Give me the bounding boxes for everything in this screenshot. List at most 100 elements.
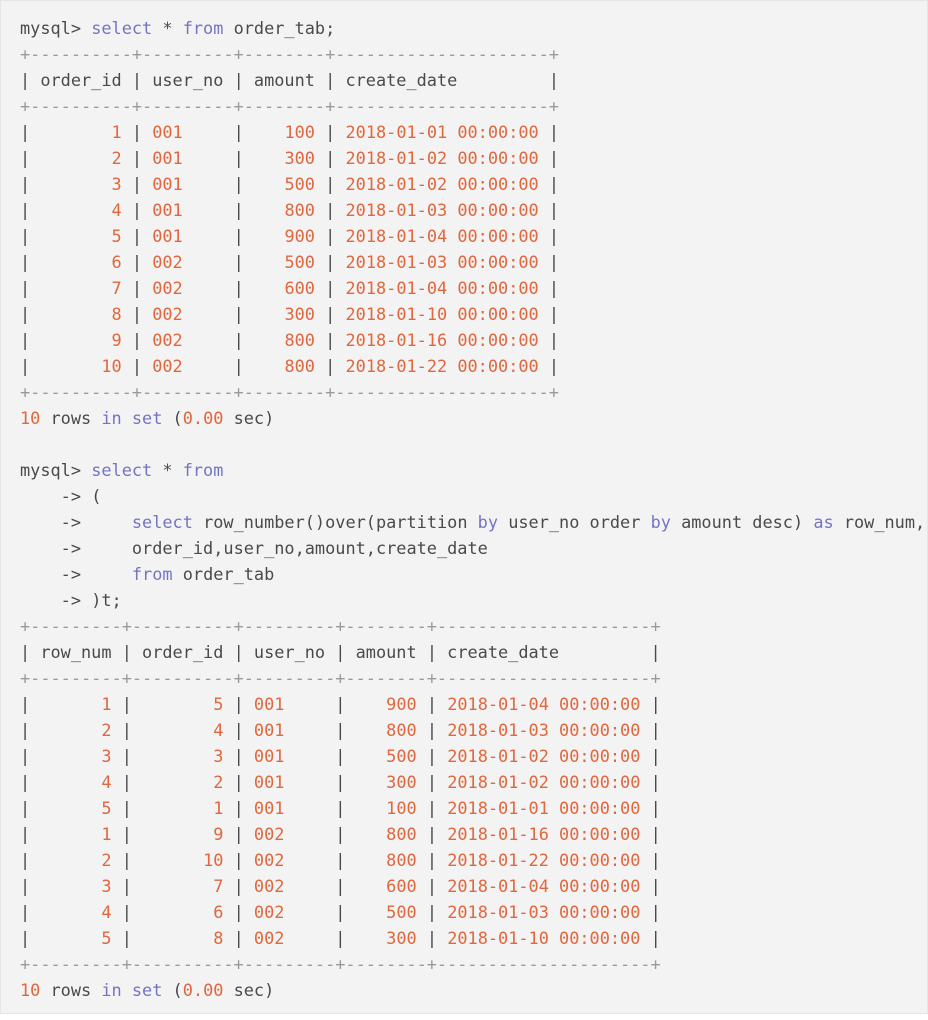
cell-separator: |: [131, 148, 143, 168]
cell-separator: |: [233, 278, 244, 298]
column-header-order-id: order_id: [30, 70, 132, 90]
summary-keyword: in: [101, 408, 122, 428]
cell-order-id: 6: [213, 902, 224, 922]
cell-row-num: 3: [101, 876, 112, 896]
column-header-amount: amount: [345, 642, 427, 662]
cell-separator: |: [20, 252, 31, 272]
cell-separator: |: [650, 772, 661, 792]
table-row: | 9 | 002 | 800 | 2018-01-16 00:00:00 |: [20, 327, 925, 353]
cell-user-no: 001: [152, 122, 183, 142]
sql-text: [91, 564, 132, 584]
column-header-amount: amount: [243, 70, 326, 90]
cell-separator: |: [325, 304, 336, 324]
cell-separator: |: [20, 200, 31, 220]
cell-separator: |: [20, 694, 31, 714]
elapsed-time: 0.00: [182, 980, 224, 1000]
cell-separator: |: [233, 876, 244, 896]
cell-separator: |: [233, 356, 244, 376]
table-row: | 8 | 002 | 300 | 2018-01-10 00:00:00 |: [20, 301, 925, 327]
cell-separator: |: [335, 642, 346, 662]
table-row: | 5 | 001 | 900 | 2018-01-04 00:00:00 |: [20, 223, 925, 249]
cell-separator: |: [121, 798, 132, 818]
sql-text: amount: [681, 512, 743, 532]
table-border: +----------+---------+--------+---------…: [20, 93, 925, 119]
cell-amount: 600: [386, 876, 417, 896]
row-count: 10: [20, 408, 41, 428]
cell-separator: |: [335, 772, 346, 792]
cell-separator: |: [131, 356, 143, 376]
cell-create-date: 2018-01-01 00:00:00: [447, 798, 641, 818]
table-border-line: +----------+---------+--------+---------…: [20, 44, 559, 64]
cell-separator: |: [548, 278, 560, 298]
cell-create-date: 2018-01-03 00:00:00: [345, 200, 539, 220]
sql-text: create_date: [375, 538, 488, 558]
cell-amount: 100: [284, 122, 315, 142]
sql-keyword: from: [182, 18, 224, 38]
cell-separator: |: [325, 278, 336, 298]
sql-text: ,: [365, 538, 376, 558]
cell-create-date: 2018-01-02 00:00:00: [447, 772, 641, 792]
cell-row-num: 3: [101, 746, 112, 766]
cell-separator: |: [335, 720, 346, 740]
cell-separator: |: [426, 928, 438, 948]
sql-text: user_no: [223, 538, 295, 558]
sql-text: row_num: [843, 512, 916, 532]
table-row: | 6 | 002 | 500 | 2018-01-03 00:00:00 |: [20, 249, 925, 275]
cell-amount: 300: [386, 928, 417, 948]
sql-text: [173, 564, 183, 584]
cell-separator: |: [548, 122, 560, 142]
sql-keyword: as: [813, 512, 834, 532]
cell-create-date: 2018-01-10 00:00:00: [345, 304, 539, 324]
table-row: | 1 | 5 | 001 | 900 | 2018-01-04 00:00:0…: [20, 691, 925, 717]
continuation-prompt: ->: [20, 590, 92, 610]
cell-create-date: 2018-01-22 00:00:00: [345, 356, 539, 376]
sql-text: partition: [375, 512, 468, 532]
cell-separator: |: [650, 694, 661, 714]
cell-order-id: 5: [111, 226, 122, 246]
cell-separator: |: [650, 642, 661, 662]
summary-keyword: set: [131, 408, 163, 428]
cell-separator: |: [335, 902, 346, 922]
cell-separator: |: [233, 720, 244, 740]
cell-separator: |: [20, 122, 31, 142]
cell-separator: |: [233, 252, 244, 272]
cell-separator: |: [548, 226, 560, 246]
cell-create-date: 2018-01-01 00:00:00: [345, 122, 539, 142]
cell-separator: |: [121, 876, 132, 896]
cell-amount: 600: [284, 278, 315, 298]
cell-create-date: 2018-01-22 00:00:00: [447, 850, 641, 870]
cell-separator: |: [335, 928, 346, 948]
sql-text: ;: [111, 590, 122, 610]
table-row: | 4 | 2 | 001 | 300 | 2018-01-02 00:00:0…: [20, 769, 925, 795]
cell-separator: |: [233, 642, 244, 662]
query-line: -> (: [20, 483, 925, 509]
cell-separator: |: [233, 746, 244, 766]
cell-create-date: 2018-01-02 00:00:00: [345, 174, 539, 194]
cell-separator: |: [233, 330, 244, 350]
cell-separator: |: [121, 642, 132, 662]
cell-separator: |: [650, 850, 661, 870]
cell-order-id: 2: [213, 772, 224, 792]
query-line: mysql> select * from: [20, 457, 925, 483]
sql-text: over: [325, 512, 366, 532]
cell-separator: |: [20, 876, 31, 896]
cell-amount: 900: [284, 226, 315, 246]
cell-separator: |: [233, 70, 244, 90]
cell-separator: |: [20, 174, 31, 194]
cell-separator: |: [335, 824, 346, 844]
table-row: | 1 | 9 | 002 | 800 | 2018-01-16 00:00:0…: [20, 821, 925, 847]
cell-separator: |: [233, 928, 244, 948]
sql-text: [498, 512, 508, 532]
cell-amount: 500: [284, 174, 315, 194]
blank-line: [20, 431, 925, 457]
sql-text: order_tab: [182, 564, 275, 584]
cell-row-num: 2: [101, 850, 112, 870]
cell-separator: |: [20, 642, 31, 662]
cell-create-date: 2018-01-04 00:00:00: [447, 694, 641, 714]
cell-separator: |: [233, 148, 244, 168]
cell-separator: |: [20, 148, 31, 168]
table-row: | 3 | 7 | 002 | 600 | 2018-01-04 00:00:0…: [20, 873, 925, 899]
column-header-order-id: order_id: [131, 642, 234, 662]
cell-create-date: 2018-01-16 00:00:00: [345, 330, 539, 350]
cell-amount: 100: [386, 798, 417, 818]
